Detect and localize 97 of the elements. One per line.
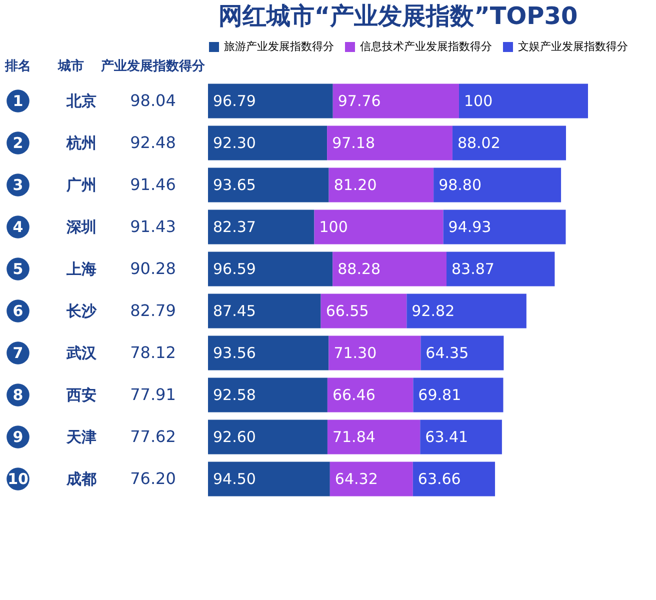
data-label: 64.32: [334, 470, 378, 488]
bar: [420, 420, 502, 454]
bar: [208, 336, 329, 370]
data-label: 96.59: [213, 260, 256, 278]
text: 3: [12, 176, 24, 194]
bar: [327, 126, 452, 160]
bar: [413, 378, 504, 412]
bar: [208, 294, 321, 328]
bar: [328, 168, 434, 202]
bar: [208, 84, 333, 118]
data-label: 92.58: [213, 386, 256, 404]
text: 78.12: [130, 343, 176, 362]
text: 82.79: [130, 301, 176, 320]
bar: [208, 168, 329, 202]
data-label: 96.79: [213, 92, 256, 110]
text: 9: [12, 428, 24, 446]
y-tick-label: 上海: [66, 260, 96, 278]
data-label: 92.60: [213, 428, 256, 446]
y-tick-label: 长沙: [66, 302, 98, 320]
bar: [443, 210, 566, 244]
text: 6: [12, 302, 24, 320]
data-label: 71.30: [334, 344, 377, 362]
text: 5: [12, 260, 24, 278]
text: 排名: [4, 59, 31, 74]
data-label: 100: [464, 92, 493, 110]
data-label: 83.87: [452, 260, 494, 278]
bar: [458, 84, 588, 118]
data-label: 82.37: [213, 218, 256, 236]
bar: [208, 252, 333, 286]
y-tick-label: 武汉: [66, 344, 98, 362]
text: 城市: [57, 58, 84, 74]
data-label: 88.02: [457, 134, 500, 152]
data-label: 93.56: [213, 344, 256, 362]
legend-label: 信息技术产业发展指数得分: [360, 40, 492, 53]
text: 77.91: [130, 385, 176, 404]
data-label: 100: [319, 218, 348, 236]
text: 90.28: [130, 259, 176, 278]
bar: [434, 168, 562, 202]
text: 76.20: [130, 469, 176, 488]
data-label: 81.20: [334, 176, 377, 194]
data-label: 97.18: [332, 134, 376, 152]
bar: [208, 420, 328, 454]
text: 91.46: [130, 175, 176, 194]
data-label: 64.35: [426, 344, 469, 362]
data-label: 94.50: [213, 470, 256, 488]
text: 1: [12, 92, 24, 110]
bar: [327, 420, 420, 454]
legend-label: 文娱产业发展指数得分: [518, 40, 628, 53]
y-tick-label: 西安: [66, 386, 96, 404]
text: 91.43: [130, 217, 176, 236]
y-tick-label: 广州: [66, 176, 96, 194]
data-label: 87.45: [213, 302, 256, 320]
bar: [420, 336, 504, 370]
bar: [330, 462, 413, 496]
text: 4: [12, 218, 24, 236]
bar: [327, 378, 414, 412]
y-tick-label: 北京: [66, 92, 96, 110]
data-label: 92.82: [412, 302, 455, 320]
data-label: 97.76: [338, 92, 381, 110]
text: 92.48: [130, 133, 176, 152]
data-label: 71.84: [332, 428, 376, 446]
bar: [314, 210, 444, 244]
data-label: 66.55: [326, 302, 369, 320]
data-label: 66.46: [332, 386, 376, 404]
bar: [208, 210, 314, 244]
bar: [208, 462, 330, 496]
text: 产业发展指数得分: [100, 58, 206, 74]
y-tick-label: 杭州: [66, 134, 96, 152]
bar: [208, 378, 328, 412]
data-label: 92.30: [213, 134, 256, 152]
bar: [406, 294, 526, 328]
text: 8: [12, 386, 24, 404]
text: 10: [8, 470, 28, 488]
text: 98.04: [130, 91, 176, 110]
bar: [452, 126, 566, 160]
text: 2: [12, 134, 24, 152]
y-tick-label: 深圳: [66, 218, 96, 236]
y-tick-label: 天津: [66, 428, 96, 446]
data-label: 93.65: [213, 176, 256, 194]
data-label: 63.66: [418, 470, 461, 488]
bar: [446, 252, 555, 286]
bar: [412, 462, 496, 496]
bar: [332, 84, 459, 118]
legend-label: 旅游产业发展指数得分: [224, 40, 334, 53]
bar: [332, 252, 446, 286]
data-label: 63.41: [425, 428, 468, 446]
data-label: 69.81: [418, 386, 462, 404]
bar: [208, 126, 328, 160]
chart-title: 网红城市“产业发展指数”TOP30: [218, 2, 578, 30]
text: 7: [12, 344, 24, 362]
text: 77.62: [130, 427, 176, 446]
bar: [320, 294, 407, 328]
data-label: 88.28: [338, 260, 381, 278]
bar: [328, 336, 421, 370]
data-label: 94.93: [448, 218, 492, 236]
data-label: 98.80: [438, 176, 482, 194]
y-tick-label: 成都: [66, 470, 96, 488]
